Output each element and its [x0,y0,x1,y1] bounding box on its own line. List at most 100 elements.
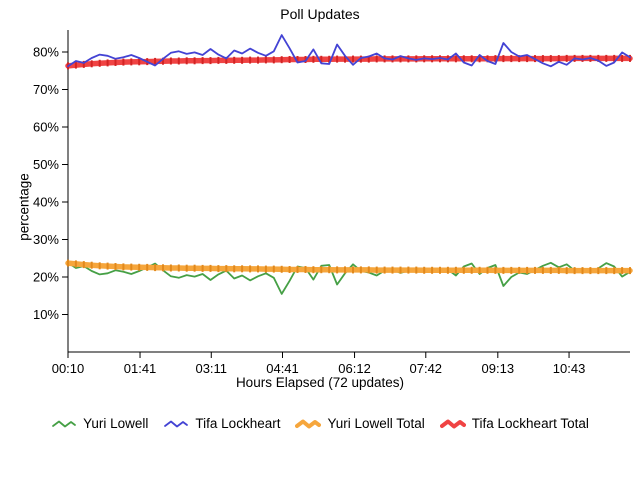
series-marker-yuri-lowell-total [114,263,117,270]
series-marker-yuri-lowell-total [225,265,228,273]
legend-marker-line [439,419,466,428]
series-marker-tifa-lockheart-total [257,56,259,64]
series-marker-tifa-lockheart-total [74,61,77,69]
series-marker-yuri-lowell-total [629,267,631,275]
series-marker-tifa-lockheart-total [296,56,299,63]
x-tick-label: 00:10 [52,361,85,376]
series-marker-yuri-lowell-total [573,267,576,275]
series-marker-tifa-lockheart-total [470,55,473,63]
series-marker-yuri-lowell-total [272,265,275,273]
series-marker-yuri-lowell-total [280,265,283,273]
series-marker-yuri-lowell-total [138,263,141,271]
series-marker-tifa-lockheart-total [344,55,346,63]
series-marker-yuri-lowell-total [162,264,164,272]
series-marker-yuri-lowell-total [233,265,236,273]
series-marker-yuri-lowell-total [146,263,149,271]
x-tick-label: 07:42 [410,361,443,376]
series-marker-yuri-lowell-total [312,266,315,274]
series-marker-tifa-lockheart-total [367,55,370,63]
series-marker-tifa-lockheart-total [177,57,180,65]
series-marker-tifa-lockheart-total [605,54,608,62]
y-tick-label: 10% [33,307,59,322]
series-marker-tifa-lockheart-total [272,56,275,64]
series-marker-yuri-lowell-total [605,267,608,275]
series-marker-yuri-lowell-total [177,264,180,272]
legend-marker-tifa-lockheart [164,420,189,427]
series-marker-tifa-lockheart-total [486,55,489,63]
series-marker-yuri-lowell-total [328,266,331,274]
series-marker-yuri-lowell-total [98,262,101,270]
chart-title: Poll Updates [280,6,360,22]
series-marker-tifa-lockheart-total [478,55,481,63]
series-marker-yuri-lowell-total [431,266,434,274]
x-tick-label: 01:41 [124,361,157,376]
series-marker-tifa-lockheart-total [209,57,212,65]
series-marker-yuri-lowell-total [336,266,339,274]
series-marker-tifa-lockheart-total [462,55,465,63]
series-marker-tifa-lockheart-total [130,58,133,66]
series-marker-yuri-lowell-total [304,266,307,273]
series-marker-tifa-lockheart-total [494,55,497,63]
series-marker-yuri-lowell-total [209,264,212,272]
x-tick-label: 06:12 [338,361,371,376]
y-tick-label: 30% [33,232,59,247]
series-marker-yuri-lowell-total [375,266,378,274]
series-marker-yuri-lowell-total [621,267,624,275]
series-marker-tifa-lockheart-total [98,59,101,67]
series-marker-tifa-lockheart-total [415,55,418,63]
series-marker-tifa-lockheart-total [518,55,521,63]
legend-item-tifa-lockheart: Tifa Lockheart [163,416,280,431]
legend-marker-yuri-lowell [52,420,77,427]
series-marker-yuri-lowell-total [541,266,544,274]
series-marker-tifa-lockheart-total [82,60,85,68]
series-marker-tifa-lockheart-total [541,55,544,63]
series-marker-tifa-lockheart-total [106,59,109,67]
series-marker-yuri-lowell-total [549,266,552,274]
series-marker-yuri-lowell-total [130,263,133,271]
series-marker-yuri-lowell-total [90,261,93,269]
series-marker-tifa-lockheart-total [225,56,228,64]
series-marker-yuri-lowell-total [534,266,536,274]
series-marker-yuri-lowell-total [415,266,418,274]
y-tick-label: 20% [33,270,59,285]
series-marker-tifa-lockheart-total [375,55,378,63]
series-marker-yuri-lowell-total [502,266,505,274]
legend-marker-line [52,420,77,427]
series-marker-tifa-lockheart-total [280,56,283,64]
y-tick-label: 60% [33,120,59,135]
series-marker-tifa-lockheart-total [288,56,291,63]
series-marker-yuri-lowell-total [581,267,584,275]
series-marker-yuri-lowell-total [589,267,592,275]
series-marker-tifa-lockheart-total [169,57,172,65]
series-marker-yuri-lowell-total [185,264,188,272]
series-marker-yuri-lowell-total [217,265,220,273]
series-marker-tifa-lockheart-total [549,55,552,63]
series-marker-yuri-lowell-total [257,265,259,273]
series-marker-yuri-lowell-total [526,266,529,274]
series-marker-yuri-lowell-total [470,266,473,274]
series-marker-yuri-lowell-total [518,266,521,274]
series-marker-yuri-lowell-total [478,266,481,274]
series-marker-tifa-lockheart-total [138,58,141,66]
series-marker-tifa-lockheart-total [621,54,624,62]
legend-label: Tifa Lockheart [195,416,281,431]
series-marker-yuri-lowell-total [446,266,449,274]
series-marker-tifa-lockheart-total [526,55,529,63]
series-marker-tifa-lockheart-total [502,55,505,63]
legend-marker-line [295,419,322,428]
series-marker-tifa-lockheart-total [399,55,402,63]
axis-lines [67,30,630,353]
series-marker-yuri-lowell-total [399,266,402,274]
legend-item-tifa-lockheart-total: Tifa Lockheart Total [439,416,589,431]
series-marker-yuri-lowell-total [557,266,560,274]
series-marker-tifa-lockheart-total [454,55,457,63]
series-marker-yuri-lowell-total [383,266,386,274]
series-marker-yuri-lowell-total [510,266,513,274]
legend-label: Yuri Lowell [83,416,149,431]
series-marker-tifa-lockheart-total [217,56,220,64]
x-tick-label: 03:11 [195,361,227,376]
legend-item-yuri-lowell-total: Yuri Lowell Total [295,416,425,431]
series-marker-tifa-lockheart-total [557,55,560,63]
legend-label: Tifa Lockheart Total [471,416,589,431]
series-yuri-lowell-total [65,260,633,274]
